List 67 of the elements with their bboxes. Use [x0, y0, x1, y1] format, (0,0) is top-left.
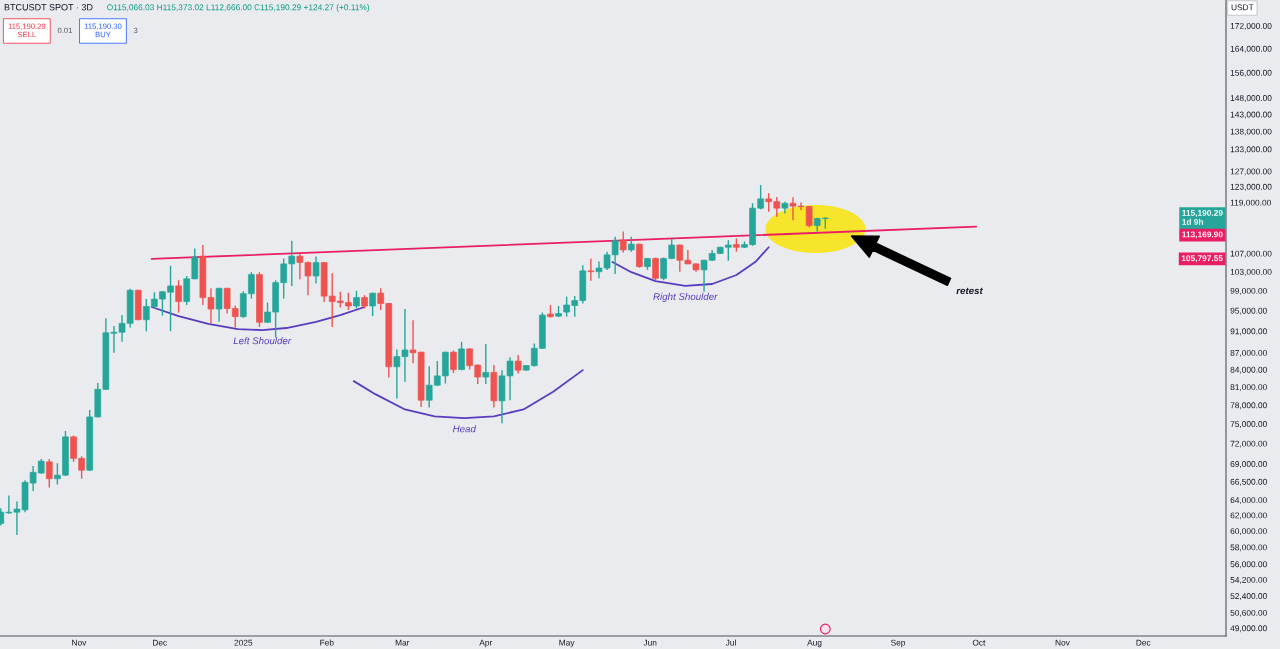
y-tick-label: 49,000.00 [1230, 625, 1267, 633]
candlestick [450, 349, 457, 374]
y-tick-label: 99,000.00 [1230, 287, 1267, 295]
line-series [352, 369, 584, 420]
x-tick-label: Feb [320, 639, 334, 646]
y-tick-label: 164,000.00 [1230, 45, 1272, 53]
y-tick-label: 81,000.00 [1230, 384, 1267, 392]
y-tick-label: 123,000.00 [1230, 183, 1272, 191]
y-tick-label: 95,000.00 [1230, 307, 1267, 315]
y-tick-label: 148,000.00 [1230, 95, 1272, 102]
x-tick-label: May [559, 639, 575, 648]
annotation: retest [956, 287, 984, 295]
y-tick-label: 52,400.00 [1230, 593, 1267, 601]
candlestick [619, 230, 627, 254]
y-tick-label: 156,000.00 [1230, 69, 1272, 77]
y-tick-label: 143,000.00 [1230, 111, 1272, 119]
x-tick-label: Aug [807, 639, 822, 648]
x-tick-label: Oct [972, 639, 986, 646]
y-tick-label: 66,500.00 [1230, 478, 1267, 486]
x-tick-label: 2025 [234, 639, 253, 646]
annotation: 113,169.90 [1182, 231, 1223, 239]
x-tick-label: Sep [891, 639, 906, 648]
candlestick [175, 279, 182, 314]
y-tick-label: 69,000.00 [1230, 461, 1267, 468]
candlestick [514, 354, 522, 375]
y-tick-label: 54,200.00 [1230, 576, 1267, 584]
y-tick-label: 84,000.00 [1230, 366, 1267, 374]
y-tick-label: 72,000.00 [1230, 440, 1267, 448]
y-tick-label: 119,000.00 [1230, 199, 1271, 207]
candlestick [45, 458, 53, 489]
y-tick-label: 107,000.00 [1230, 250, 1272, 258]
x-tick-label: Dec [1136, 639, 1151, 646]
y-axis-title: USDT [1231, 4, 1254, 11]
x-tick-label: Nov [1055, 639, 1070, 646]
y-tick-label: 62,000.00 [1230, 512, 1267, 520]
y-tick-label: 138,000.00 [1230, 128, 1272, 136]
x-tick-label: Mar [395, 639, 410, 646]
series-label: Right Shoulder [653, 292, 718, 302]
x-tick-label: Dec [153, 639, 167, 646]
candlestick [587, 257, 595, 282]
y-tick-label: 91,000.00 [1230, 328, 1267, 336]
y-tick-label: 60,000.00 [1230, 528, 1267, 536]
y-tick-label: 103,000.00 [1230, 268, 1272, 276]
y-tick-label: 133,000.00 [1230, 146, 1272, 154]
series-label: Left Shoulder [233, 337, 292, 345]
candlestick [458, 341, 465, 371]
y-tick-label: 64,000.00 [1230, 497, 1267, 505]
series-label: Head [452, 425, 477, 433]
x-tick-label: Apr [479, 639, 493, 648]
y-tick-label: 87,000.00 [1230, 349, 1267, 357]
chart-title: BTCUSDT SPOT · 3D [4, 4, 93, 11]
candlestick [482, 343, 490, 385]
y-tick-label: 172,000.00 [1230, 22, 1272, 30]
x-tick-label: Jul [725, 639, 736, 646]
annotation: 115,190.29 1d 9h [1182, 209, 1223, 225]
x-tick-label: Jun [643, 639, 657, 646]
y-tick-label: 78,000.00 [1230, 402, 1267, 410]
y-tick-label: 58,000.00 [1230, 544, 1267, 552]
x-tick-label: Nov [72, 639, 87, 646]
y-tick-label: 56,000.00 [1230, 561, 1267, 569]
chart-subtitle: O115,066.03 H115,373.02 L112,666.00 C115,190.29 +124.27 (+0.11%) [107, 4, 370, 12]
y-tick-label: 50,600.00 [1230, 609, 1267, 617]
candlestick [215, 287, 223, 323]
y-tick-label: 127,000.00 [1230, 168, 1272, 176]
y-tick-label: 75,000.00 [1230, 421, 1267, 429]
annotation: 105,797.55 [1181, 255, 1223, 263]
candlestick [312, 255, 320, 285]
